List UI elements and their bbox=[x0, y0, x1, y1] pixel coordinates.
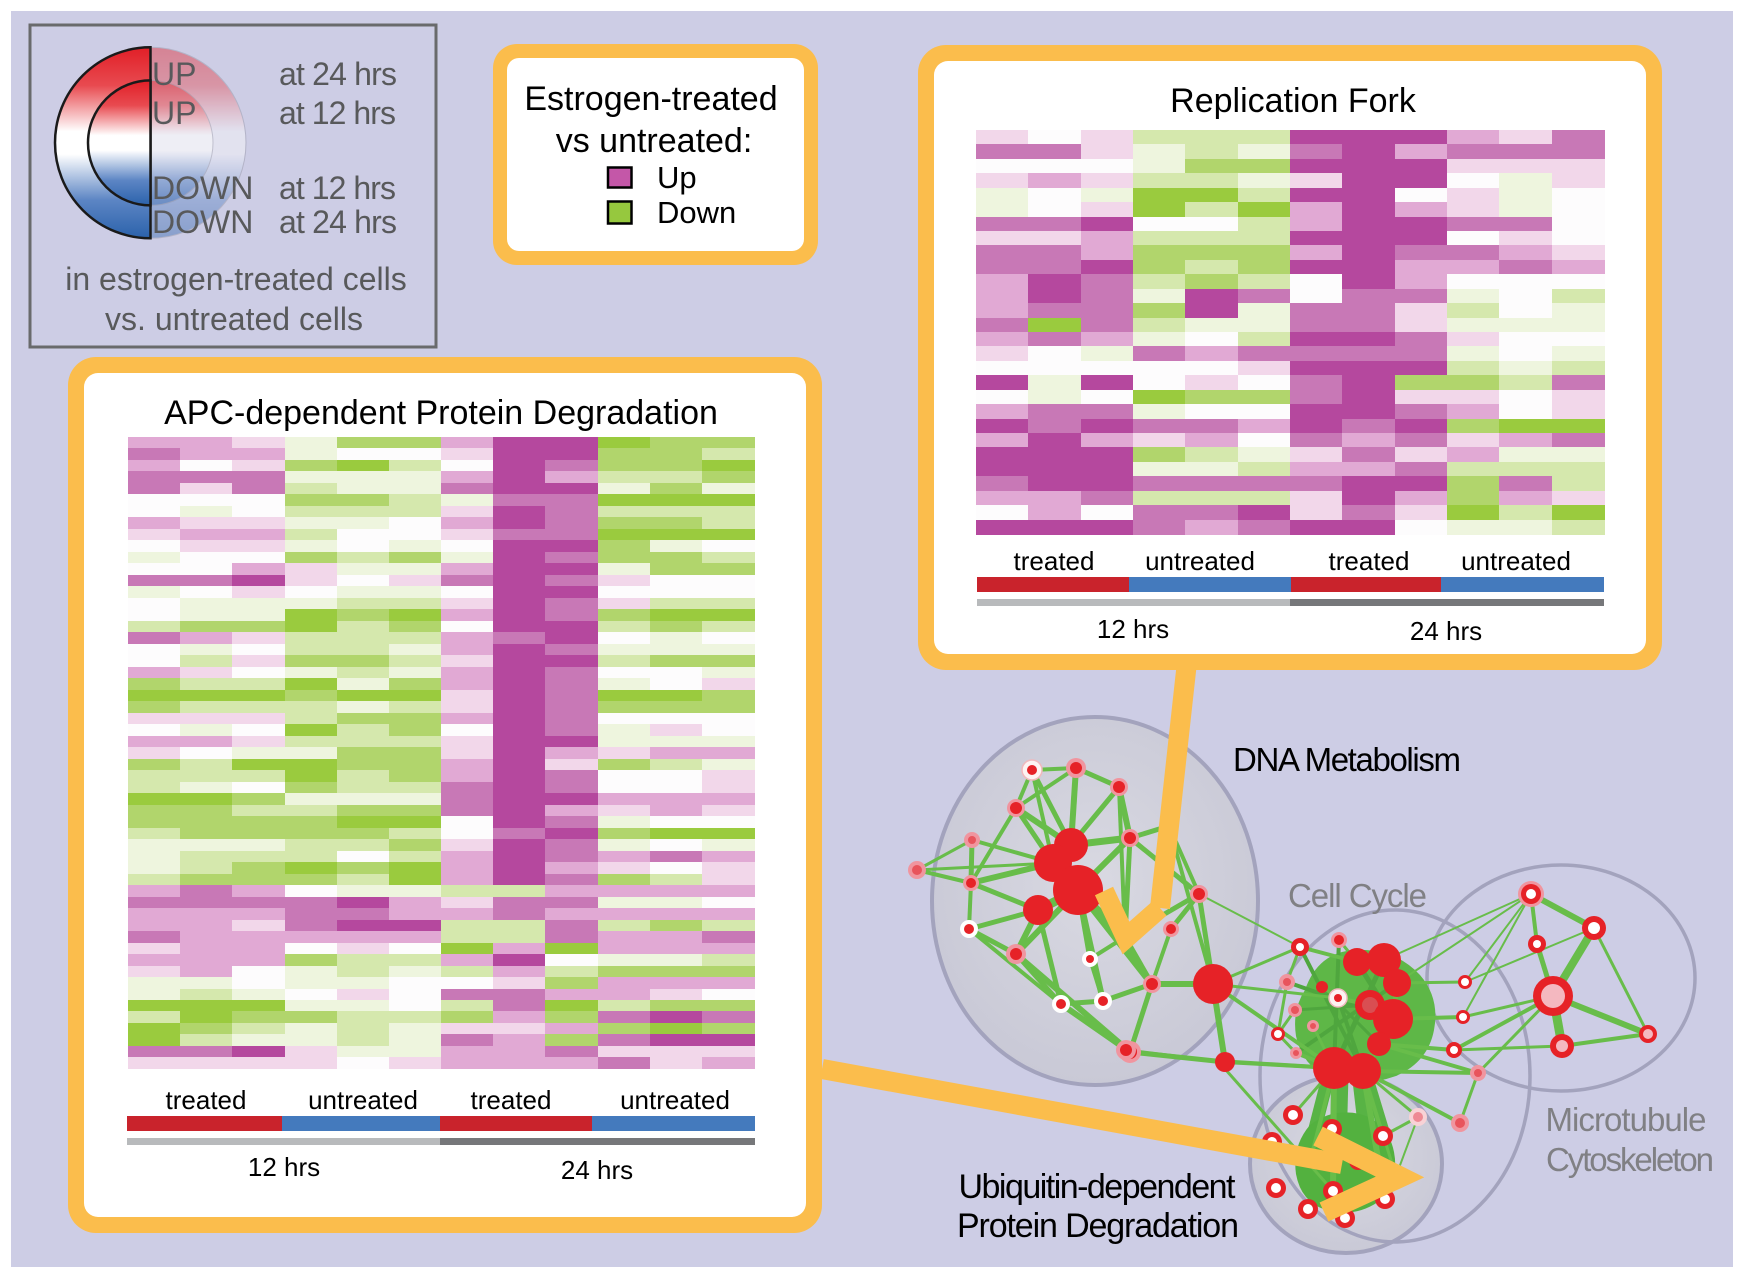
svg-text:24 hrs: 24 hrs bbox=[561, 1155, 633, 1185]
svg-text:Microtubule: Microtubule bbox=[1546, 1101, 1707, 1138]
svg-text:12 hrs: 12 hrs bbox=[248, 1152, 320, 1182]
svg-text:at 24 hrs: at 24 hrs bbox=[279, 204, 397, 240]
svg-text:Up: Up bbox=[657, 160, 697, 195]
svg-text:Protein Degradation: Protein Degradation bbox=[957, 1207, 1239, 1245]
svg-text:24 hrs: 24 hrs bbox=[1410, 616, 1482, 646]
svg-text:DNA Metabolism: DNA Metabolism bbox=[1233, 741, 1461, 778]
svg-text:UP: UP bbox=[152, 95, 196, 131]
svg-text:untreated: untreated bbox=[1461, 546, 1571, 576]
svg-text:Cytoskeleton: Cytoskeleton bbox=[1546, 1141, 1714, 1178]
svg-text:untreated: untreated bbox=[620, 1085, 730, 1115]
svg-text:Estrogen-treated: Estrogen-treated bbox=[524, 80, 777, 118]
svg-text:at 24 hrs: at 24 hrs bbox=[279, 56, 397, 92]
svg-text:vs untreated:: vs untreated: bbox=[556, 122, 753, 160]
svg-text:treated: treated bbox=[166, 1085, 247, 1115]
svg-text:DOWN: DOWN bbox=[152, 170, 253, 206]
svg-text:untreated: untreated bbox=[1145, 546, 1255, 576]
svg-text:in estrogen-treated cells: in estrogen-treated cells bbox=[65, 261, 407, 297]
svg-text:APC-dependent Protein Degradat: APC-dependent Protein Degradation bbox=[164, 394, 718, 432]
svg-text:Replication Fork: Replication Fork bbox=[1170, 82, 1417, 120]
svg-text:DOWN: DOWN bbox=[152, 204, 253, 240]
svg-text:12 hrs: 12 hrs bbox=[1097, 614, 1169, 644]
svg-text:UP: UP bbox=[152, 56, 196, 92]
svg-text:untreated: untreated bbox=[308, 1085, 418, 1115]
svg-text:treated: treated bbox=[1014, 546, 1095, 576]
svg-text:at 12 hrs: at 12 hrs bbox=[279, 95, 396, 131]
svg-text:at 12 hrs: at 12 hrs bbox=[279, 170, 396, 206]
svg-text:treated: treated bbox=[471, 1085, 552, 1115]
svg-text:vs. untreated cells: vs. untreated cells bbox=[105, 301, 363, 337]
svg-text:treated: treated bbox=[1329, 546, 1410, 576]
svg-text:Ubiquitin-dependent: Ubiquitin-dependent bbox=[959, 1168, 1237, 1206]
svg-text:Down: Down bbox=[657, 195, 736, 230]
svg-text:Cell Cycle: Cell Cycle bbox=[1288, 877, 1427, 914]
